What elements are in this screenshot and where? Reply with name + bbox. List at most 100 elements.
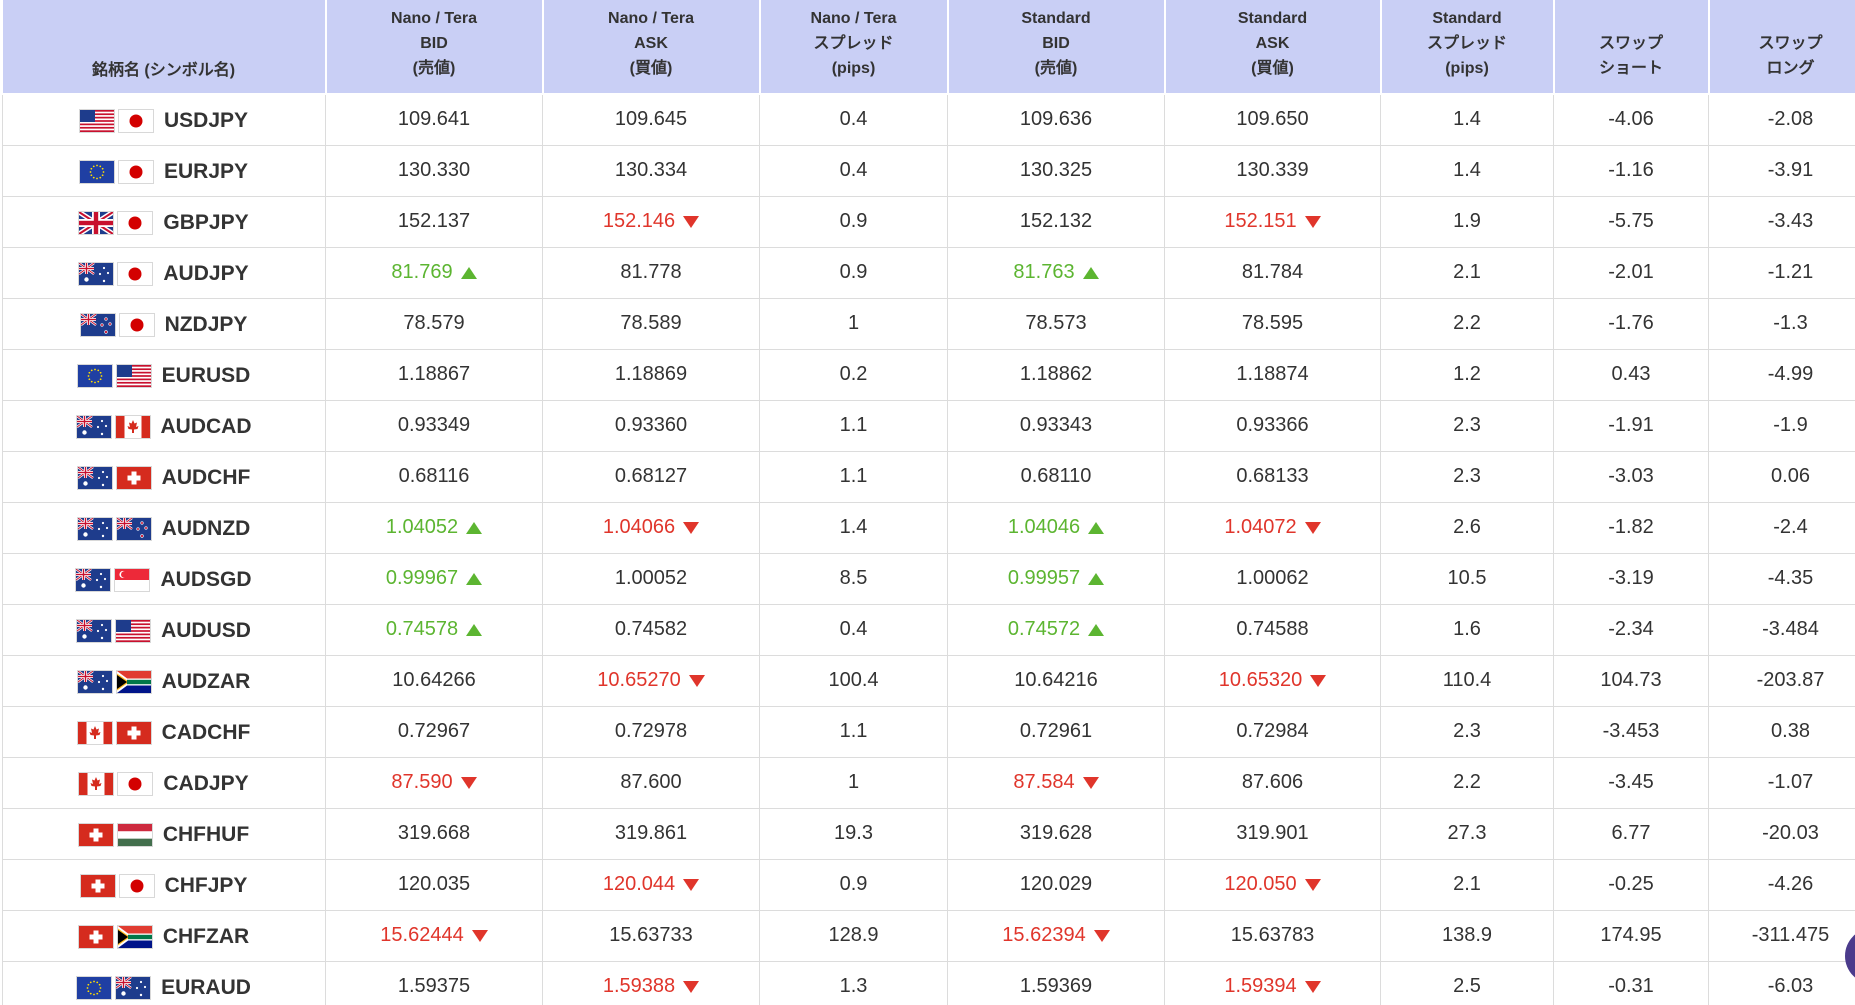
table-row[interactable]: CADCHF 0.72967 0.72978 1.1 0.72961 0.72984 2.3… xyxy=(2,706,1855,758)
table-row[interactable]: AUDZAR 10.64266 10.65270 100.4 10.64216 10.65… xyxy=(2,655,1855,707)
table-row[interactable]: CHFZAR 15.62444 15.63733 128.9 15.62394 15.63… xyxy=(2,910,1855,962)
table-row[interactable]: AUDCHF 0.68116 0.68127 1.1 0.68110 0.68133 2.3… xyxy=(2,451,1855,503)
rate-cell: 1.04052 xyxy=(325,502,543,554)
rate-value: 1.04046 xyxy=(1007,516,1081,538)
table-row[interactable]: GBPJPY 152.137 152.146 0.9 152.132 152.151 1.9… xyxy=(2,196,1855,248)
rate-cell: 1 xyxy=(759,298,948,350)
table-row[interactable]: AUDJPY 81.769 81.778 0.9 81.763 81.784 2.1 -2.0… xyxy=(2,247,1855,299)
symbol-wrap: EURJPY xyxy=(79,160,248,184)
rate-value: 109.636 xyxy=(1019,108,1093,131)
symbol-cell[interactable]: CHFHUF xyxy=(2,808,326,860)
rate-cell: 319.668 xyxy=(325,808,543,860)
rate-cell: -20.03 xyxy=(1708,808,1855,860)
table-row[interactable]: CADJPY 87.590 87.600 1 87.584 87.606 2.2 -3.45 -… xyxy=(2,757,1855,809)
symbol-cell[interactable]: NZDJPY xyxy=(2,298,326,350)
rate-cell: 0.93360 xyxy=(542,400,760,452)
table-row[interactable]: CHFHUF 319.668 319.861 19.3 319.628 319.901 27… xyxy=(2,808,1855,860)
rate-cell: -4.06 xyxy=(1553,94,1709,146)
rate-cell: 2.1 xyxy=(1380,859,1554,911)
rate-value: -0.31 xyxy=(1608,975,1654,997)
symbol-cell[interactable]: AUDNZD xyxy=(2,502,326,554)
table-header-row: 銘柄名 (シンボル名) Nano / Tera BID (売値) Nano / Te… xyxy=(2,0,1855,95)
rate-value: 109.645 xyxy=(614,108,688,131)
symbol-name: AUDSGD xyxy=(160,568,252,591)
rate-cell: -0.31 xyxy=(1553,961,1709,1005)
ch-flag-icon xyxy=(116,722,151,744)
rate-value: 0.4 xyxy=(839,159,868,181)
rate-cell: 78.589 xyxy=(542,298,760,350)
symbol-cell[interactable]: AUDCHF xyxy=(2,451,326,503)
au-flag-icon xyxy=(76,416,111,438)
table-row[interactable]: USDJPY 109.641 109.645 0.4 109.636 109.650 1.4… xyxy=(2,94,1855,146)
symbol-wrap: USDJPY xyxy=(79,109,248,133)
table-body: USDJPY 109.641 109.645 0.4 109.636 109.650 1.4… xyxy=(2,94,1855,1005)
rate-value: 78.573 xyxy=(1025,312,1087,334)
rate-cell: 78.573 xyxy=(947,298,1165,350)
table-row[interactable]: EURAUD 1.59375 1.59388 1.3 1.59369 1.59394 2.5… xyxy=(2,961,1855,1005)
rate-value: 0.68127 xyxy=(614,465,688,487)
au-flag-icon xyxy=(116,977,151,999)
rate-value: -311.475 xyxy=(1751,924,1830,946)
rate-value: -3.19 xyxy=(1608,567,1654,589)
table-row[interactable]: NZDJPY 78.579 78.589 1 78.573 78.595 2.2 -1.76 -… xyxy=(2,298,1855,350)
rate-value: 0.43 xyxy=(1611,363,1651,385)
symbol-cell[interactable]: CADCHF xyxy=(2,706,326,758)
symbol-cell[interactable]: CADJPY xyxy=(2,757,326,809)
rate-cell: 10.64216 xyxy=(947,655,1165,707)
table-row[interactable]: AUDSGD 0.99967 1.00052 8.5 0.99957 1.00062 10.… xyxy=(2,553,1855,605)
rate-cell: 0.2 xyxy=(759,349,948,401)
rate-value: 130.339 xyxy=(1236,159,1309,181)
header-line: ASK xyxy=(634,35,668,52)
rate-cell: -2.08 xyxy=(1708,94,1855,146)
symbol-cell[interactable]: AUDUSD xyxy=(2,604,326,656)
rate-value: 15.62394 xyxy=(1002,924,1086,946)
rate-cell: -3.03 xyxy=(1553,451,1709,503)
symbol-cell[interactable]: EURUSD xyxy=(2,349,326,401)
rate-value: 110.4 xyxy=(1442,669,1492,691)
rate-cell: 1.1 xyxy=(759,706,948,758)
rate-cell: 120.035 xyxy=(325,859,543,911)
header-nano-spread: Nano / Tera スプレッド (pips) xyxy=(759,0,949,95)
rate-value: 152.132 xyxy=(1019,210,1093,232)
rate-cell: 128.9 xyxy=(759,910,948,962)
table-row[interactable]: AUDNZD 1.04052 1.04066 1.4 1.04046 1.04072 2.6… xyxy=(2,502,1855,554)
symbol-cell[interactable]: AUDSGD xyxy=(2,553,326,605)
rate-cell: 0.4 xyxy=(759,94,948,146)
rate-cell: 0.38 xyxy=(1708,706,1855,758)
rate-cell: 0.9 xyxy=(759,859,948,911)
rate-value: 0.74578 xyxy=(385,618,459,640)
table-row[interactable]: AUDUSD 0.74578 0.74582 0.4 0.74572 0.74588 1.6… xyxy=(2,604,1855,656)
rate-value: -3.03 xyxy=(1608,465,1654,487)
table-row[interactable]: EURJPY 130.330 130.334 0.4 130.325 130.339 1.4… xyxy=(2,145,1855,197)
symbol-cell[interactable]: AUDZAR xyxy=(2,655,326,707)
arrow-up-icon xyxy=(1082,266,1099,279)
rate-value: 15.63733 xyxy=(609,924,693,946)
table-row[interactable]: EURUSD 1.18867 1.18869 0.2 1.18862 1.18874 1.2… xyxy=(2,349,1855,401)
symbol-cell[interactable]: CHFZAR xyxy=(2,910,326,962)
rate-value: -1.3 xyxy=(1773,312,1808,334)
rate-cell: 2.3 xyxy=(1380,400,1554,452)
rate-cell: 87.600 xyxy=(542,757,760,809)
symbol-cell[interactable]: EURJPY xyxy=(2,145,326,197)
header-line: スプレッド xyxy=(1426,35,1507,52)
symbol-cell[interactable]: GBPJPY xyxy=(2,196,326,248)
rate-value: 2.3 xyxy=(1453,414,1481,436)
table-row[interactable]: AUDCAD 0.93349 0.93360 1.1 0.93343 0.93366 2.3… xyxy=(2,400,1855,452)
rate-value: 0.72967 xyxy=(397,720,471,742)
rate-cell: -203.87 xyxy=(1708,655,1855,707)
rate-value: 1.1 xyxy=(839,465,868,487)
symbol-cell[interactable]: AUDJPY xyxy=(2,247,326,299)
rate-cell: 15.62394 xyxy=(947,910,1165,962)
symbol-cell[interactable]: USDJPY xyxy=(2,94,326,146)
rate-cell: 0.68110 xyxy=(947,451,1165,503)
rate-cell: 0.9 xyxy=(759,196,948,248)
rate-cell: 1.2 xyxy=(1380,349,1554,401)
symbol-cell[interactable]: EURAUD xyxy=(2,961,326,1005)
symbol-cell[interactable]: CHFJPY xyxy=(2,859,326,911)
rate-value: 120.035 xyxy=(397,873,471,895)
rate-value: 0.72961 xyxy=(1019,720,1093,742)
rate-value: 2.1 xyxy=(1453,261,1481,283)
chat-button[interactable] xyxy=(1845,928,1855,984)
symbol-cell[interactable]: AUDCAD xyxy=(2,400,326,452)
table-row[interactable]: CHFJPY 120.035 120.044 0.9 120.029 120.050 2.1… xyxy=(2,859,1855,911)
